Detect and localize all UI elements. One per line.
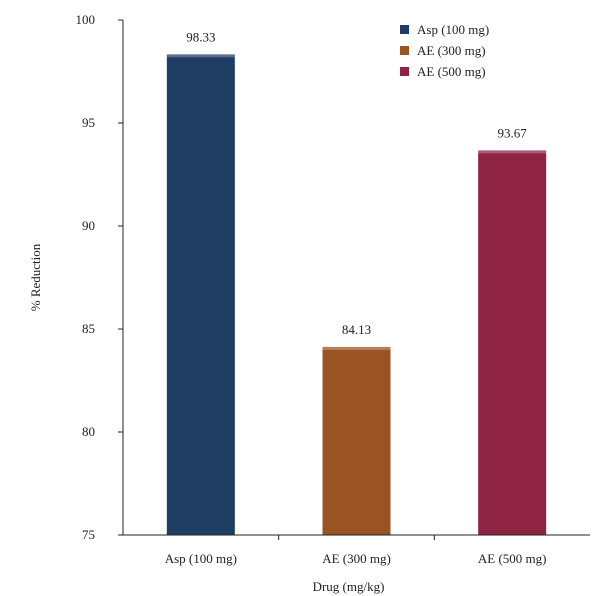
- x-category-label: AE (300 mg): [322, 551, 391, 566]
- legend-swatch: [400, 25, 409, 34]
- legend-label: AE (300 mg): [417, 43, 486, 58]
- data-label: 93.67: [498, 125, 528, 140]
- legend-label: Asp (100 mg): [417, 22, 489, 37]
- data-label: 98.33: [186, 29, 215, 44]
- bar-top-highlight: [322, 346, 391, 350]
- legend-swatch: [400, 46, 409, 55]
- x-axis-categories: Asp (100 mg) AE (300 mg) AE (500 mg): [165, 535, 547, 566]
- x-category-label: Asp (100 mg): [165, 551, 237, 566]
- bar: [478, 150, 547, 535]
- y-tick-label: 100: [76, 12, 96, 27]
- bars: 98.33 84.13 93.67: [166, 29, 547, 535]
- y-tick-label: 95: [82, 115, 95, 130]
- legend-label: AE (500 mg): [417, 64, 486, 79]
- x-category-label: AE (500 mg): [478, 551, 547, 566]
- bar: [322, 346, 391, 535]
- y-axis-ticks: 75 80 85 90 95 100: [76, 12, 123, 542]
- bar: [166, 54, 235, 535]
- legend-swatch: [400, 67, 409, 76]
- legend: Asp (100 mg) AE (300 mg) AE (500 mg): [400, 22, 489, 79]
- data-label: 84.13: [342, 322, 371, 337]
- bar-top-highlight: [478, 150, 547, 154]
- x-axis-title: Drug (mg/kg): [313, 579, 385, 594]
- y-tick-label: 80: [82, 424, 95, 439]
- y-tick-label: 90: [82, 218, 95, 233]
- y-axis-title: % Reduction: [28, 243, 43, 311]
- y-tick-label: 85: [82, 321, 95, 336]
- y-tick-label: 75: [82, 527, 95, 542]
- bar-top-highlight: [166, 54, 235, 58]
